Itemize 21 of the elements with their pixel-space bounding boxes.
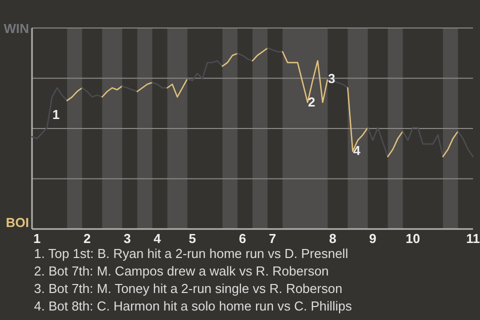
- x-tick-label: 3: [124, 231, 131, 246]
- annotation: 2: [308, 94, 316, 110]
- x-tick-label: 9: [369, 231, 376, 246]
- x-tick-label: 6: [238, 231, 246, 246]
- text: 2. Bot 7th: M. Campos drew a walk vs R. Roberson: [34, 264, 329, 278]
- text: WIN: [4, 21, 29, 36]
- x-tick-label: 4: [154, 231, 162, 246]
- x-tick-label: 1: [33, 231, 41, 246]
- annotation: 1: [52, 106, 60, 122]
- x-tick-label: 8: [329, 231, 336, 246]
- text: BOI: [6, 215, 29, 230]
- text: 3. Bot 7th: M. Toney hit a 2-run single vs R. Roberson: [34, 281, 342, 296]
- annotation: 3: [328, 70, 336, 86]
- x-tick-label: 2: [84, 231, 91, 246]
- x-tick-label: 11: [466, 231, 480, 246]
- text: 4. Bot 8th: C. Harmon hit a solo home run vs C. Phillips: [34, 298, 352, 314]
- text: 1. Top 1st: B. Ryan hit a 2-run home run vs D. Presnell: [34, 246, 348, 261]
- annotation: 4: [353, 143, 362, 158]
- x-tick-label: 7: [268, 231, 276, 246]
- x-tick-label: 10: [406, 231, 420, 246]
- x-tick-label: 5: [188, 231, 196, 246]
